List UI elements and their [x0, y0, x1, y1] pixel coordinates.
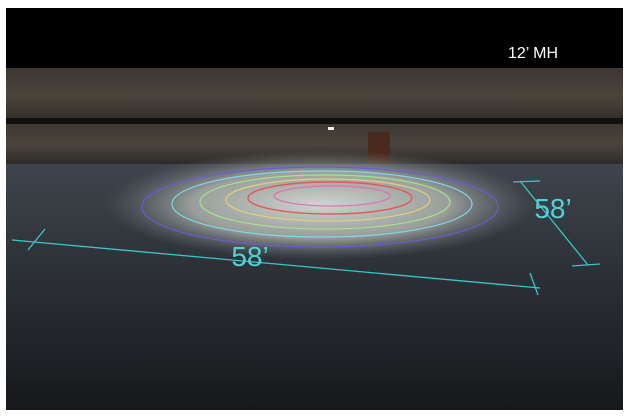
dimension-lines [11, 180, 601, 296]
length-tick [27, 228, 46, 251]
upper-wall [6, 68, 623, 123]
width-tick [512, 180, 541, 183]
width-line [519, 180, 589, 266]
length-line [11, 239, 541, 289]
isolux-contours [141, 166, 499, 248]
contour [273, 185, 391, 207]
contour [225, 178, 431, 222]
wall-ledge [6, 118, 623, 124]
length-tick [529, 272, 539, 296]
light-fixture [328, 127, 334, 130]
light-pool [105, 150, 535, 260]
mounting-height-label: 12’ MH [508, 45, 558, 62]
width-label: 58’ [534, 193, 571, 224]
contour [247, 181, 413, 215]
contour [199, 174, 451, 230]
width-tick [571, 263, 601, 267]
length-label: 58’ [231, 241, 268, 272]
contour [141, 166, 499, 248]
contour [171, 170, 473, 238]
